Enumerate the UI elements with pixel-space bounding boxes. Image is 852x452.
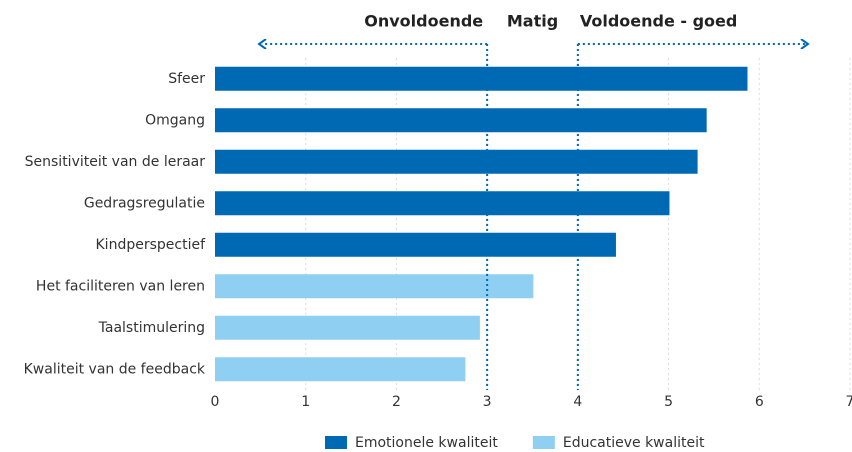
y-tick-label: Sfeer [168,71,205,87]
annotation: Voldoende - goed [580,12,738,31]
bar [215,274,534,299]
annotation: Matig [507,12,558,31]
y-tick-label: Taalstimulering [98,320,205,336]
y-tick-label: Gedragsregulatie [84,195,205,211]
x-tick-label: 3 [483,394,492,410]
legend-swatch [325,436,347,449]
x-tick-label: 6 [755,394,764,410]
y-tick-label: Sensitiviteit van de leraar [25,154,206,170]
annotation: Onvoldoende [364,12,483,31]
x-tick-label: 5 [664,394,673,410]
y-tick-label: Kindperspectief [96,237,207,253]
x-tick-label: 0 [211,394,220,410]
bar [215,315,480,340]
x-tick-label: 1 [301,394,310,410]
y-tick-label: Het faciliteren van leren [36,278,205,294]
y-tick-label: Kwaliteit van de feedback [24,361,206,377]
x-tick-label: 4 [573,394,582,410]
x-tick-label: 7 [846,394,852,410]
bar [215,191,670,216]
legend-swatch [532,436,555,449]
bar [215,149,698,174]
legend-label: Emotionele kwaliteit [355,435,498,451]
bar [215,357,466,382]
bar [215,108,707,133]
x-tick-label: 2 [392,394,401,410]
legend-label: Educatieve kwaliteit [563,435,705,451]
y-tick-label: Omgang [145,112,205,128]
bar [215,66,748,91]
bar [215,232,616,257]
